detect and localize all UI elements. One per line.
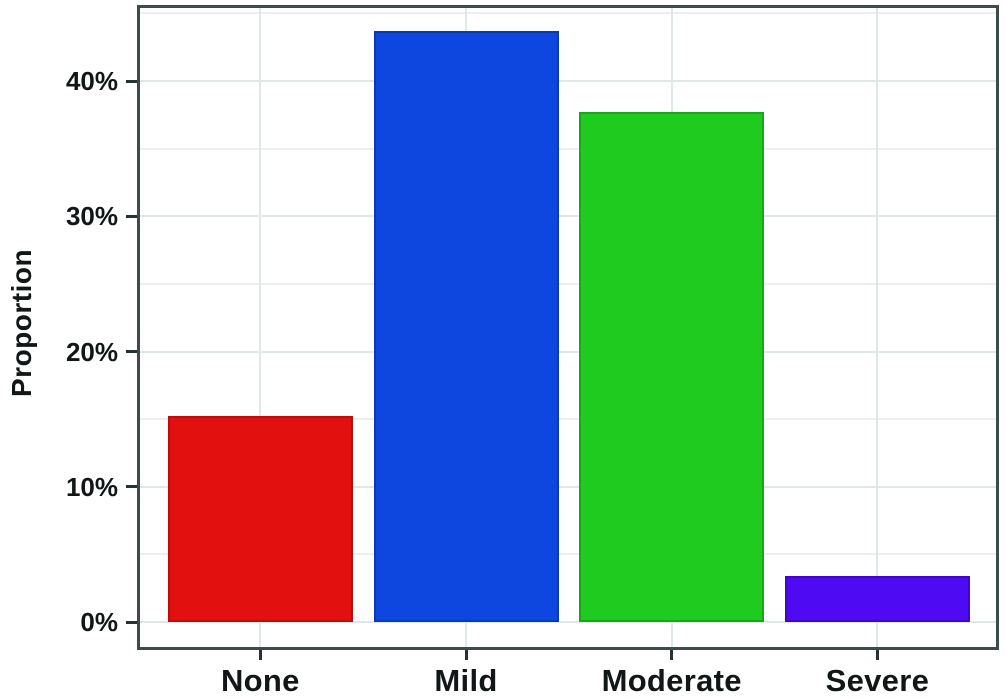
- minor-gridline: [137, 12, 999, 15]
- bars-layer: [137, 5, 999, 650]
- x-tick-label-moderate: Moderate: [601, 663, 742, 698]
- y-tick-mark: [126, 79, 137, 83]
- minor-gridline: [137, 418, 999, 421]
- major-gridline: [137, 485, 999, 488]
- y-tick-label: 40%: [65, 66, 118, 97]
- major-gridline: [137, 350, 999, 353]
- y-tick-mark: [126, 214, 137, 218]
- bar-severe: [784, 576, 970, 622]
- x-tick-mark: [875, 650, 879, 660]
- y-tick-mark: [126, 620, 137, 624]
- bar-none: [167, 416, 353, 622]
- bar-mild: [373, 31, 559, 622]
- x-tick-label-none: None: [220, 663, 300, 698]
- x-tick-label-mild: Mild: [434, 663, 498, 698]
- x-tick-label-severe: Severe: [825, 663, 930, 698]
- major-gridline: [137, 80, 999, 83]
- minor-gridline: [137, 553, 999, 556]
- minor-gridline: [137, 282, 999, 285]
- x-tick-mark: [670, 650, 674, 660]
- y-tick-label: 20%: [65, 336, 118, 367]
- y-tick-mark: [126, 350, 137, 354]
- x-tick-mark: [464, 650, 468, 660]
- y-axis-title: Proportion: [6, 248, 37, 398]
- y-tick-label: 0%: [80, 607, 118, 637]
- major-gridline: [137, 215, 999, 218]
- x-tick-mark: [258, 650, 262, 660]
- y-tick-mark: [126, 485, 137, 489]
- bar-moderate: [579, 112, 765, 622]
- category-gridline-none: [259, 5, 262, 650]
- category-gridline-severe: [876, 5, 879, 650]
- major-gridline: [137, 621, 999, 623]
- minor-gridline: [137, 147, 999, 150]
- y-tick-label: 30%: [65, 201, 118, 232]
- y-tick-label: 10%: [65, 471, 118, 502]
